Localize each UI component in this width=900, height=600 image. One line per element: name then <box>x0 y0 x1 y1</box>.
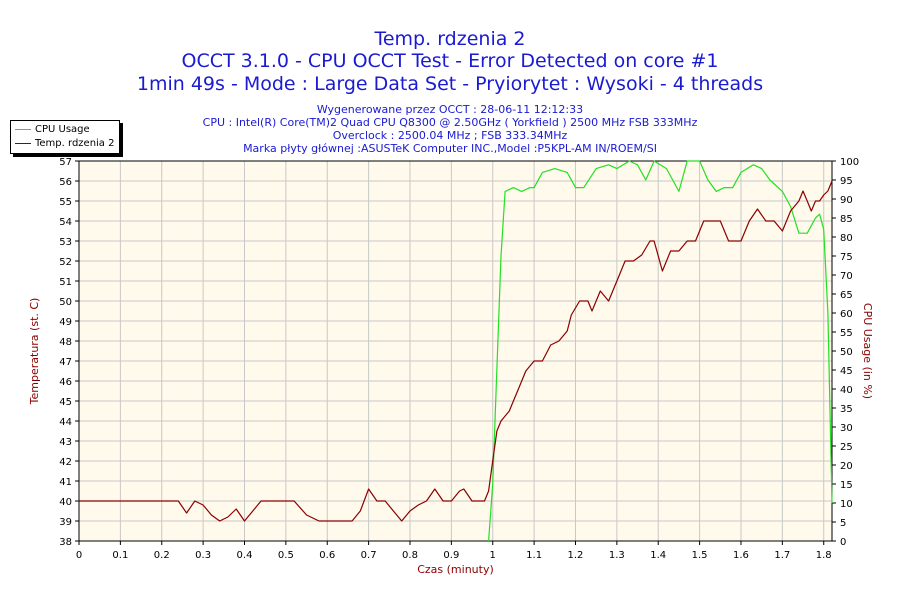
y-left-tick-label: 57 <box>59 157 72 168</box>
y-left-tick-label: 43 <box>59 437 72 448</box>
y-left-tick-label: 50 <box>59 297 72 308</box>
y-left-tick-label: 47 <box>59 357 72 368</box>
legend: CPU Usage Temp. rdzenia 2 <box>10 120 120 154</box>
legend-label-temp: Temp. rdzenia 2 <box>35 138 115 149</box>
y-right-tick-label: 10 <box>840 499 853 510</box>
x-tick-label: 0.4 <box>237 550 253 561</box>
y-left-tick-label: 48 <box>59 337 72 348</box>
legend-item-cpu: CPU Usage <box>15 123 90 136</box>
y-right-tick-label: 80 <box>840 233 853 244</box>
y-left-tick-label: 41 <box>59 477 72 488</box>
y-right-tick-label: 50 <box>840 347 853 358</box>
x-tick-label: 0.9 <box>443 550 459 561</box>
y-left-tick-label: 52 <box>59 257 72 268</box>
x-tick-label: 1.8 <box>816 550 832 561</box>
y-left-tick-label: 55 <box>59 197 72 208</box>
y-right-tick-label: 35 <box>840 404 853 415</box>
legend-swatch-cpu <box>15 128 31 130</box>
y-left-axis-label: Temperatura (st. C) <box>28 298 41 406</box>
chart-title: Temp. rdzenia 2 <box>374 28 526 50</box>
legend-label-cpu: CPU Usage <box>35 124 90 135</box>
y-left-tick-label: 54 <box>59 217 72 228</box>
x-tick-label: 0.5 <box>278 550 294 561</box>
x-tick-label: 1.7 <box>774 550 790 561</box>
y-right-tick-label: 25 <box>840 442 853 453</box>
overclock-info: Overclock : 2500.04 MHz ; FSB 333.34MHz <box>332 129 568 142</box>
y-left-tick-label: 38 <box>59 537 72 548</box>
x-tick-label: 0.6 <box>319 550 335 561</box>
series-line-temperature <box>79 180 833 522</box>
y-right-tick-label: 60 <box>840 309 853 320</box>
x-tick-label: 0.2 <box>154 550 170 561</box>
y-right-tick-label: 90 <box>840 195 853 206</box>
y-right-tick-label: 45 <box>840 366 853 377</box>
legend-item-temp: Temp. rdzenia 2 <box>15 137 114 150</box>
legend-swatch-temp <box>15 142 31 144</box>
series-line-cpu-usage <box>488 160 833 542</box>
generated-info: Wygenerowane przez OCCT : 28-06-11 12:12… <box>316 103 584 116</box>
y-right-tick-label: 30 <box>840 423 853 434</box>
x-tick-label: 1.1 <box>526 550 542 561</box>
y-right-tick-label: 40 <box>840 385 853 396</box>
y-right-axis-label: CPU Usage (in %) <box>861 303 874 399</box>
y-left-tick-label: 42 <box>59 457 72 468</box>
y-right-tick-label: 55 <box>840 328 853 339</box>
motherboard-info: Marka płyty głównej :ASUSTeK Computer IN… <box>243 142 657 155</box>
x-tick-label: 0.8 <box>402 550 418 561</box>
y-right-tick-label: 100 <box>840 157 859 168</box>
x-tick-label: 1.4 <box>650 550 666 561</box>
cpu-info: CPU : Intel(R) Core(TM)2 Quad CPU Q8300 … <box>202 116 698 129</box>
test-mode: 1min 49s - Mode : Large Data Set - Pryio… <box>136 73 764 95</box>
y-left-tick-label: 40 <box>59 497 72 508</box>
plot-background <box>79 161 832 541</box>
x-tick-label: 1 <box>490 550 496 561</box>
y-right-tick-label: 85 <box>840 214 853 225</box>
y-right-tick-label: 70 <box>840 271 853 282</box>
test-title: OCCT 3.1.0 - CPU OCCT Test - Error Detec… <box>181 50 719 72</box>
y-left-tick-label: 46 <box>59 377 72 388</box>
x-tick-label: 0.1 <box>112 550 128 561</box>
y-right-tick-label: 0 <box>840 537 846 548</box>
x-tick-label: 0 <box>76 550 82 561</box>
y-left-tick-label: 56 <box>59 177 72 188</box>
y-right-tick-label: 5 <box>840 518 846 529</box>
x-tick-label: 1.6 <box>733 550 749 561</box>
y-left-tick-label: 45 <box>59 397 72 408</box>
x-axis-label: Czas (minuty) <box>417 563 494 576</box>
y-left-tick-label: 51 <box>59 277 72 288</box>
x-tick-label: 1.2 <box>568 550 584 561</box>
y-left-tick-label: 39 <box>59 517 72 528</box>
y-left-tick-label: 53 <box>59 237 72 248</box>
y-right-tick-label: 15 <box>840 480 853 491</box>
x-tick-label: 0.7 <box>361 550 377 561</box>
y-right-tick-label: 95 <box>840 176 853 187</box>
plot-frame <box>78 160 833 542</box>
y-left-tick-label: 49 <box>59 317 72 328</box>
x-tick-label: 1.5 <box>692 550 708 561</box>
y-right-tick-label: 20 <box>840 461 853 472</box>
y-right-tick-label: 65 <box>840 290 853 301</box>
y-left-tick-label: 44 <box>59 417 72 428</box>
y-right-tick-label: 75 <box>840 252 853 263</box>
x-tick-label: 0.3 <box>195 550 211 561</box>
x-tick-label: 1.3 <box>609 550 625 561</box>
